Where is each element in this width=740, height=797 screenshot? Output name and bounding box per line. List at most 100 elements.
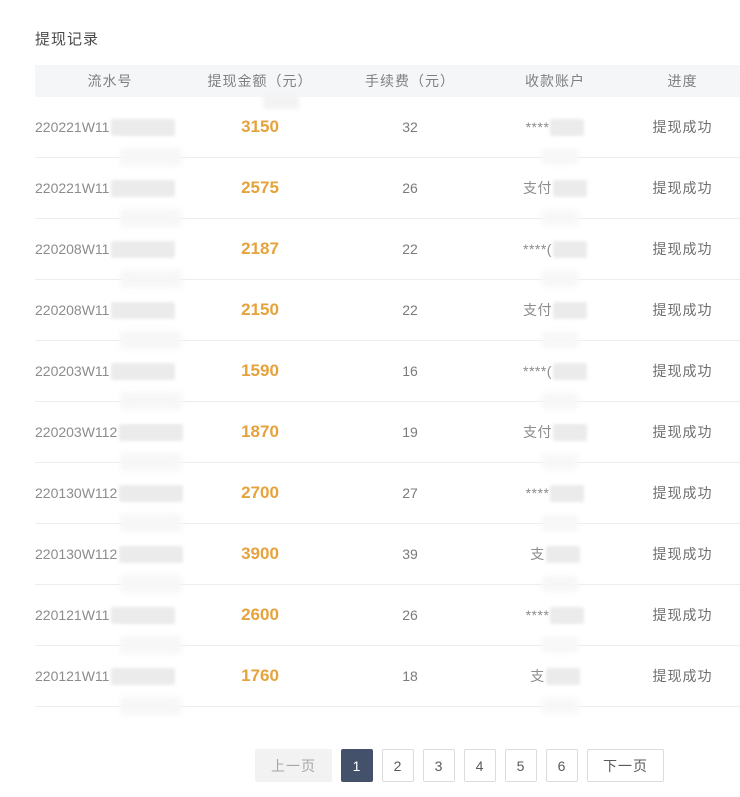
serial-number-text: 220221W11 <box>35 180 110 196</box>
serial-number-text: 220208W11 <box>35 302 110 318</box>
table-row: 220130W112 3900 39 支 提现成功 <box>35 524 740 593</box>
fee-text: 22 <box>402 241 418 257</box>
account-text: 支 <box>530 546 545 562</box>
cell-status: 提现成功 <box>625 422 740 442</box>
withdraw-amount-text: 1760 <box>241 666 279 685</box>
serial-number-text: 220221W11 <box>35 119 110 135</box>
cell-fee: 18 <box>335 668 485 684</box>
status-text: 提现成功 <box>652 424 713 440</box>
serial-number-text: 220208W11 <box>35 241 110 257</box>
serial-number-text: 220130W112 <box>35 485 118 501</box>
column-header-status: 进度 <box>667 73 698 89</box>
cell-receiving-account: 支付 <box>485 300 625 320</box>
cell-receiving-account: ****( <box>485 240 625 258</box>
withdraw-amount-text: 2150 <box>241 300 279 319</box>
fee-text: 32 <box>402 119 418 135</box>
cell-status: 提现成功 <box>625 605 740 625</box>
table-row: 220208W11 2187 22 ****( 提现成功 <box>35 219 740 288</box>
redaction-smudge <box>553 179 587 197</box>
withdraw-amount-text: 3900 <box>241 544 279 563</box>
cell-fee: 39 <box>335 546 485 562</box>
status-text: 提现成功 <box>652 119 713 135</box>
redaction-smudge <box>111 362 176 380</box>
column-header-fee: 手续费（元） <box>365 73 455 89</box>
status-text: 提现成功 <box>652 546 713 562</box>
redaction-smudge <box>553 301 587 319</box>
cell-withdraw-amount: 3900 <box>185 544 335 564</box>
cell-serial-number: 220130W112 <box>35 484 185 502</box>
redaction-smudge <box>263 95 299 109</box>
pagination: 上一页 1 2 3 4 5 6 下一页 <box>0 749 740 782</box>
table-row: 220203W11 1590 16 ****( 提现成功 <box>35 341 740 410</box>
prev-page-button[interactable]: 上一页 <box>255 749 332 782</box>
redaction-smudge <box>545 667 580 685</box>
redaction-smudge <box>542 271 578 287</box>
column-header-serial: 流水号 <box>87 73 133 89</box>
page-button-5[interactable]: 5 <box>505 749 537 782</box>
cell-fee: 22 <box>335 241 485 257</box>
account-text: **** <box>525 485 550 501</box>
cell-withdraw-amount: 2575 <box>185 178 335 198</box>
account-text: **** <box>525 607 550 623</box>
cell-receiving-account: **** <box>485 484 625 502</box>
redaction-smudge <box>550 606 585 624</box>
cell-withdraw-amount: 2187 <box>185 239 335 259</box>
cell-serial-number: 220221W11 <box>35 179 185 197</box>
withdrawal-table: 流水号 提现金额（元） 手续费（元） 收款账户 进度 220221W11 3150 32… <box>35 65 740 715</box>
cell-status: 提现成功 <box>625 483 740 503</box>
column-header-account: 收款账户 <box>525 73 585 89</box>
redaction-smudge <box>111 179 176 197</box>
redaction-smudge <box>120 636 182 654</box>
withdraw-amount-text: 1590 <box>241 361 279 380</box>
redaction-smudge <box>111 667 176 685</box>
serial-number-text: 220121W11 <box>35 668 110 684</box>
cell-fee: 22 <box>335 302 485 318</box>
redaction-smudge <box>552 240 587 258</box>
next-page-button[interactable]: 下一页 <box>587 749 664 782</box>
cell-withdraw-amount: 2150 <box>185 300 335 320</box>
cell-receiving-account: 支付 <box>485 422 625 442</box>
redaction-smudge <box>119 423 184 441</box>
redaction-smudge <box>553 423 587 441</box>
cell-fee: 26 <box>335 607 485 623</box>
status-text: 提现成功 <box>652 302 713 318</box>
cell-receiving-account: **** <box>485 606 625 624</box>
redaction-smudge <box>111 240 176 258</box>
cell-serial-number: 220203W11 <box>35 362 185 380</box>
cell-status: 提现成功 <box>625 666 740 686</box>
cell-status: 提现成功 <box>625 239 740 259</box>
page-button-6[interactable]: 6 <box>546 749 578 782</box>
redaction-smudge <box>542 637 578 653</box>
page-button-2[interactable]: 2 <box>382 749 414 782</box>
redaction-smudge <box>120 148 182 166</box>
cell-serial-number: 220208W11 <box>35 240 185 258</box>
table-row: 220221W11 2575 26 支付 提现成功 <box>35 158 740 227</box>
fee-text: 16 <box>402 363 418 379</box>
redaction-smudge <box>120 331 182 349</box>
redaction-smudge <box>120 209 182 227</box>
cell-fee: 16 <box>335 363 485 379</box>
fee-text: 22 <box>402 302 418 318</box>
table-header-row: 流水号 提现金额（元） 手续费（元） 收款账户 进度 <box>35 65 740 97</box>
table-row: 220121W11 2600 26 **** 提现成功 <box>35 585 740 654</box>
cell-status: 提现成功 <box>625 117 740 137</box>
redaction-smudge <box>542 393 578 409</box>
account-text: 支付 <box>523 302 552 318</box>
page-button-3[interactable]: 3 <box>423 749 455 782</box>
cell-withdraw-amount: 2600 <box>185 605 335 625</box>
redaction-smudge <box>542 332 578 348</box>
page-title: 提现记录 <box>35 31 100 48</box>
page-button-1[interactable]: 1 <box>341 749 373 782</box>
withdraw-amount-text: 2187 <box>241 239 279 258</box>
page-button-4[interactable]: 4 <box>464 749 496 782</box>
table-body: 220221W11 3150 32 **** 提现成功 220221W11 25… <box>35 97 740 715</box>
cell-withdraw-amount: 1870 <box>185 422 335 442</box>
fee-text: 26 <box>402 180 418 196</box>
redaction-smudge <box>120 697 182 715</box>
redaction-smudge <box>120 453 182 471</box>
cell-withdraw-amount: 2700 <box>185 483 335 503</box>
redaction-smudge <box>550 118 585 136</box>
account-text: **** <box>525 119 550 135</box>
fee-text: 18 <box>402 668 418 684</box>
